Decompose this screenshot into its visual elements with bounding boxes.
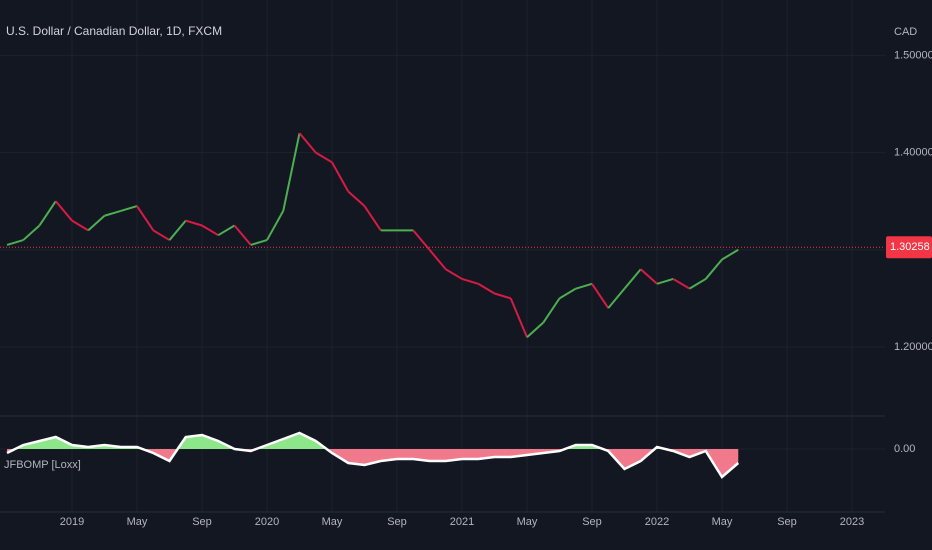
price-segment — [591, 283, 610, 309]
last-price-label: 1.30258 — [890, 241, 930, 253]
price-segment — [38, 200, 57, 227]
price-segment — [185, 219, 203, 227]
price-segment — [6, 239, 24, 246]
price-segment — [282, 132, 301, 212]
x-tick-label: 2023 — [840, 516, 864, 528]
x-tick-label: 2020 — [255, 516, 279, 528]
price-segment — [509, 297, 528, 338]
price-segment — [477, 282, 496, 295]
x-tick-label: May — [517, 516, 538, 528]
last-price-box — [886, 236, 932, 259]
negative-area — [7, 449, 739, 477]
chart-title: U.S. Dollar / Canadian Dollar, 1D, FXCM — [6, 24, 222, 38]
currency: CAD — [894, 26, 917, 38]
price-segment — [363, 205, 382, 231]
price-segment — [542, 297, 561, 324]
price-segment — [22, 224, 41, 241]
price-segment — [445, 268, 463, 280]
price-segment — [315, 151, 333, 164]
y-tick-label: 1.20000 — [894, 341, 932, 353]
price-segment — [526, 321, 544, 338]
price-segment — [558, 287, 577, 300]
y-tick-label: 0.00 — [894, 443, 915, 455]
price-segment — [412, 229, 431, 251]
price-segment — [54, 200, 73, 222]
price-segment — [233, 224, 252, 246]
price-segment — [331, 161, 350, 192]
x-tick-label: 2021 — [450, 516, 474, 528]
x-tick-label: Sep — [582, 516, 602, 528]
x-tick-label: May — [322, 516, 343, 528]
price-segment — [494, 292, 512, 300]
price-segment — [704, 258, 723, 280]
y-tick-label: 1.50000 — [894, 49, 932, 61]
price-segment — [607, 288, 626, 309]
x-tick-label: Sep — [192, 516, 212, 528]
price-segment — [71, 219, 89, 232]
x-tick-label: May — [712, 516, 733, 528]
price-segment — [298, 132, 317, 154]
price-segment — [640, 268, 658, 285]
price-segment — [250, 239, 268, 246]
y-tick-label: 1.40000 — [894, 146, 932, 158]
price-segment — [168, 219, 187, 241]
x-tick-label: May — [127, 516, 148, 528]
price-segment — [688, 278, 707, 290]
x-tick-label: 2022 — [645, 516, 669, 528]
price-segment — [87, 215, 106, 232]
price-segment — [428, 249, 447, 270]
price-segment — [721, 248, 739, 261]
price-segment — [136, 205, 155, 231]
price-segment — [152, 229, 171, 241]
price-segment — [201, 224, 219, 237]
price-segment — [656, 277, 674, 285]
price-segment — [575, 282, 593, 290]
price-segment — [266, 210, 285, 241]
oscillator-line — [6, 431, 740, 479]
price-segment — [623, 268, 642, 290]
indicator-title: JFBOMP [Loxx] — [4, 459, 81, 471]
price-segment — [672, 278, 691, 290]
x-tick-label: Sep — [777, 516, 797, 528]
x-tick-label: Sep — [387, 516, 407, 528]
x-tick-label: 2019 — [60, 516, 84, 528]
price-segment — [347, 190, 366, 207]
price-segment — [120, 205, 138, 212]
price-segment — [217, 224, 236, 237]
price-segment — [461, 277, 479, 285]
price-segment — [104, 209, 122, 217]
